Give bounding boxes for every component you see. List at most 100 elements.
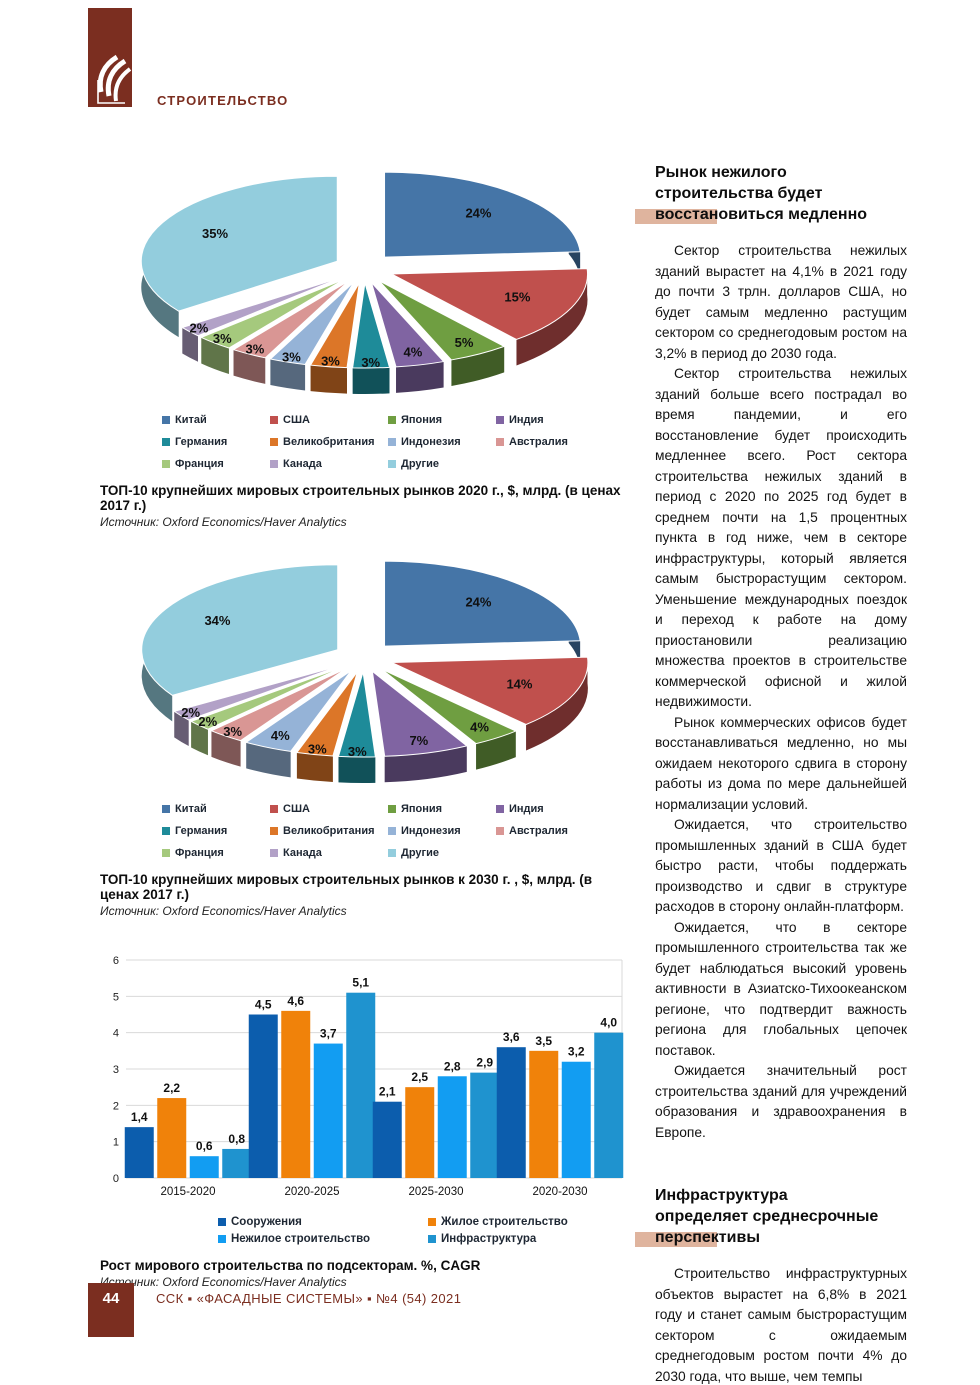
legend-color-marker (162, 460, 170, 468)
bar (157, 1098, 187, 1178)
pie-percent-label: 5% (455, 335, 474, 350)
legend-color-marker (162, 416, 170, 424)
bar-value-label: 3,6 (503, 1030, 520, 1044)
legend-label: Франция (175, 847, 224, 859)
bar-value-label: 5,1 (352, 976, 369, 990)
article-paragraph: Сектор строительства нежилых зданий выра… (655, 243, 907, 361)
pie-percent-label: 4% (470, 720, 489, 735)
pie-slice-side (516, 268, 588, 366)
pie-slice-side (182, 327, 199, 362)
article-section-2: Инфраструктура определяет среднесрочные … (635, 1185, 907, 1385)
bar-value-label: 4,0 (600, 1016, 617, 1030)
legend-label: Великобритания (283, 825, 375, 837)
pie-percent-label: 3% (246, 342, 265, 357)
pie-slice (141, 564, 339, 696)
pie-slice-side (526, 657, 588, 751)
legend-color-marker (388, 827, 396, 835)
pie-slice-side (270, 359, 306, 391)
bar-legend-item: Нежилое строительство (218, 1233, 428, 1245)
pie-percent-label: 7% (409, 733, 428, 748)
section-label: СТРОИТЕЛЬСТВО (157, 93, 289, 108)
pie-2020-legend-item: Другие (388, 458, 496, 470)
pie-slice-side (174, 711, 189, 746)
legend-color-marker (270, 460, 278, 468)
pie-slice-side (396, 361, 444, 393)
legend-color-marker (162, 805, 170, 813)
legend-label: Австралия (509, 436, 568, 448)
pie-slice-side (310, 365, 348, 394)
y-tick-label: 0 (113, 1173, 119, 1185)
bar-chart-figure: 0 1 2 3 4 5 6 1,4 2,2 0,6 0,8 2015-2020 4,5 4,6 3,7 5,1… (100, 944, 632, 1289)
bar (189, 1156, 219, 1178)
pie-slice-side (384, 745, 467, 783)
pie-slice (269, 281, 355, 365)
pie-2030-legend-item: Канада (270, 847, 388, 859)
legend-color-marker (388, 849, 396, 857)
pie-2030-legend-item: Другие (388, 847, 496, 859)
legend-color-marker (388, 438, 396, 446)
chart-title: ТОП-10 крупнейших мировых строительных р… (100, 872, 593, 902)
legend-label: Япония (401, 414, 443, 426)
bar (222, 1148, 252, 1178)
pie-2030-legend-item: Германия (162, 825, 270, 837)
bar-value-label: 0,6 (196, 1139, 213, 1153)
bar (470, 1072, 500, 1178)
pie-slice (384, 171, 581, 258)
pie-percent-label: 14% (506, 676, 532, 691)
legend-label: Китай (175, 414, 207, 426)
section-heading: Рынок нежилого строительства будет восст… (635, 162, 907, 225)
pie-2020-legend-item: Индия (496, 414, 632, 426)
x-category-label: 2020-2030 (533, 1186, 588, 1198)
pie-slice-side (352, 367, 390, 394)
pie-slice (370, 282, 445, 368)
charts-column: 24% 15% 5% 4% 3% 3% 3% 3% 3% 2% 35% Китай США Япония… (100, 162, 632, 1289)
x-category-label: 2015-2020 (161, 1186, 216, 1198)
pie-2020-legend-item: Франция (162, 458, 270, 470)
legend-label: Германия (175, 436, 228, 448)
pie-slice (295, 671, 358, 757)
legend-label: Жилое строительство (441, 1216, 568, 1228)
pie-2030-legend-item: Индонезия (388, 825, 496, 837)
pie-slice-side (476, 731, 516, 770)
legend-color-marker (270, 849, 278, 857)
bar (437, 1076, 467, 1178)
pie-slice (232, 280, 350, 359)
bar (529, 1050, 559, 1178)
legend-label: Сооружения (231, 1216, 302, 1228)
pie-2030-legend-item: Австралия (496, 825, 632, 837)
legend-color-marker (388, 805, 396, 813)
article-paragraph: Сектор строительства нежилых зданий боль… (655, 366, 907, 709)
pie-percent-label: 3% (282, 349, 301, 364)
pie-slice-side (201, 337, 229, 375)
pie-chart-2030: 24% 14% 4% 7% 3% 3% 4% 3% 2%2% 34% (141, 560, 589, 783)
logo-swoosh-icon (88, 8, 132, 107)
pie-percent-label: 34% (204, 613, 230, 628)
legend-label: Другие (401, 458, 439, 470)
article-paragraph: Ожидается значительный рост строительств… (655, 1063, 907, 1140)
legend-color-marker (428, 1235, 436, 1243)
pie-slice-side (451, 346, 505, 386)
bar-value-label: 3,5 (535, 1034, 552, 1048)
article-section-1: Рынок нежилого строительства будет восст… (635, 162, 907, 1143)
pie-slice (181, 277, 342, 337)
bar-chart-legend: Сооружения Жилое строительство Нежилое стр… (218, 1216, 632, 1245)
bar (124, 1127, 154, 1178)
pie-2020-legend-item: Япония (388, 414, 496, 426)
chart-source: Источник: Oxford Economics/Haver Analyti… (100, 515, 347, 529)
pie-percent-label: 3% (361, 355, 380, 370)
pie-slice-side (233, 349, 266, 384)
bar-value-label: 4,6 (287, 994, 304, 1008)
bar-value-label: 2,8 (444, 1059, 461, 1073)
y-tick-label: 1 (113, 1137, 119, 1149)
bar-value-label: 2,5 (411, 1070, 428, 1084)
bar (313, 1043, 343, 1178)
pie-2030-legend-item: Индия (496, 803, 632, 815)
bar (561, 1061, 591, 1178)
y-tick-label: 2 (113, 1100, 119, 1112)
bar-chart-cagr: 0 1 2 3 4 5 6 1,4 2,2 0,6 0,8 2015-2020 4,5 4,6 3,7 5,1… (113, 955, 624, 1198)
legend-color-marker (270, 827, 278, 835)
pie-percent-label: 3% (348, 744, 367, 759)
pie-slice (309, 282, 360, 369)
legend-label: Канада (283, 847, 322, 859)
pie-percent-label: 15% (504, 290, 530, 305)
